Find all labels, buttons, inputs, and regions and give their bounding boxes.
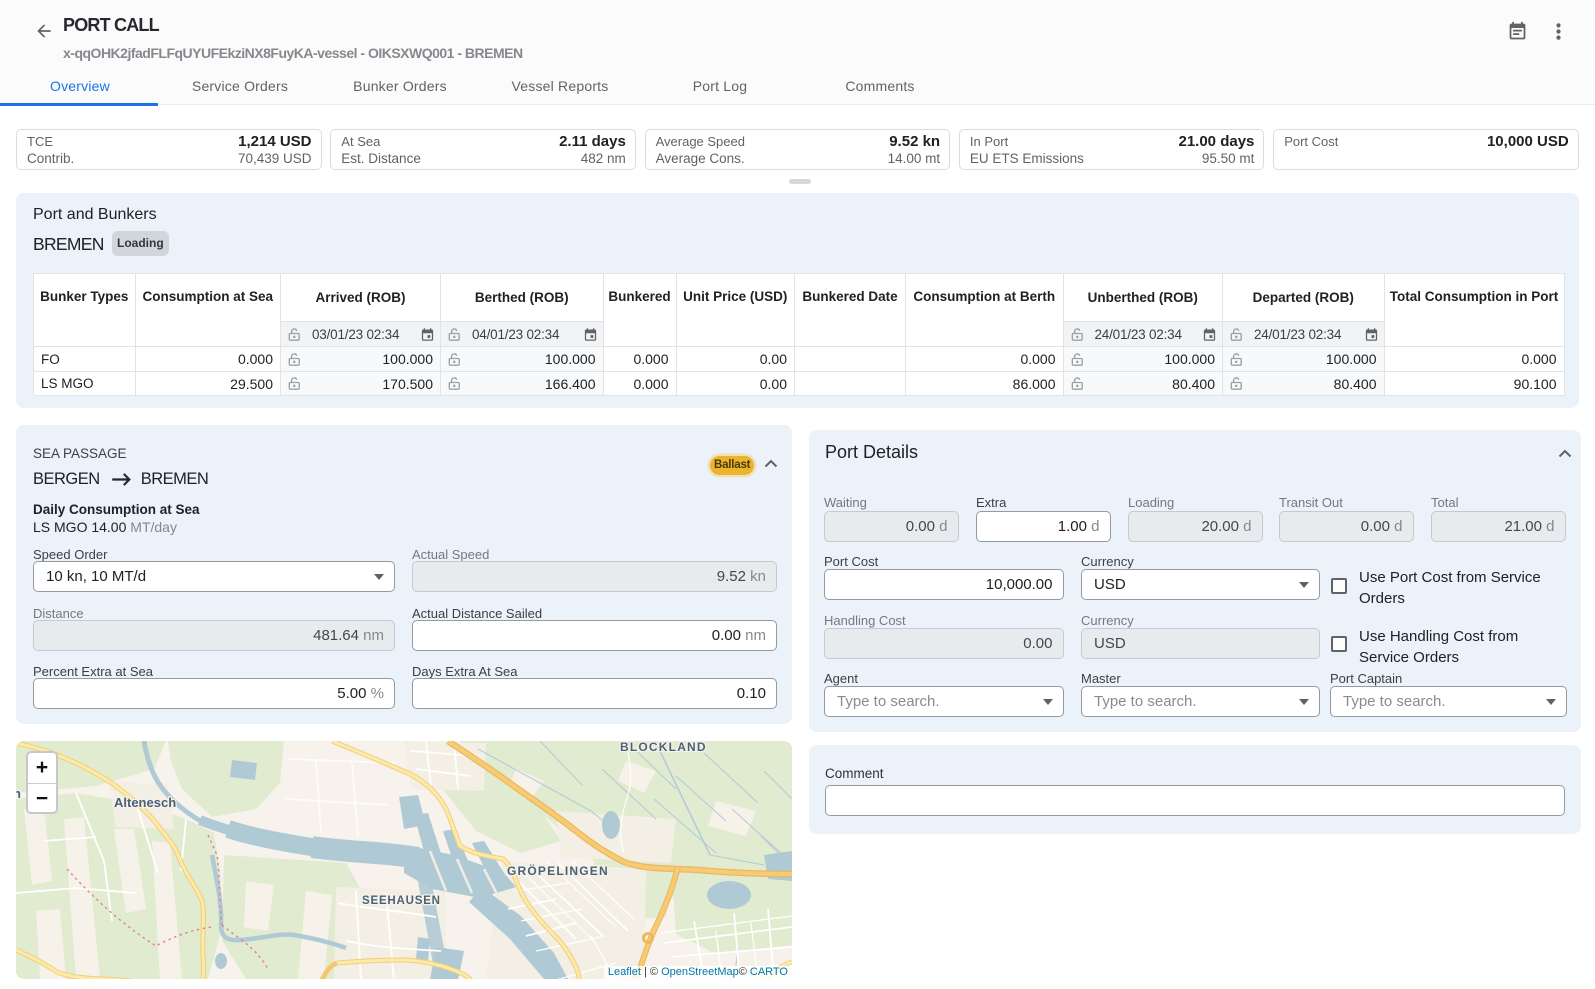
svg-text:n: n xyxy=(16,786,21,801)
svg-text:SEEHAUSEN: SEEHAUSEN xyxy=(362,895,441,907)
svg-text:GRÖPELINGEN: GRÖPELINGEN xyxy=(507,863,609,878)
svg-text:Altenesch: Altenesch xyxy=(114,795,176,810)
svg-text:BLOCKLAND: BLOCKLAND xyxy=(620,741,707,754)
